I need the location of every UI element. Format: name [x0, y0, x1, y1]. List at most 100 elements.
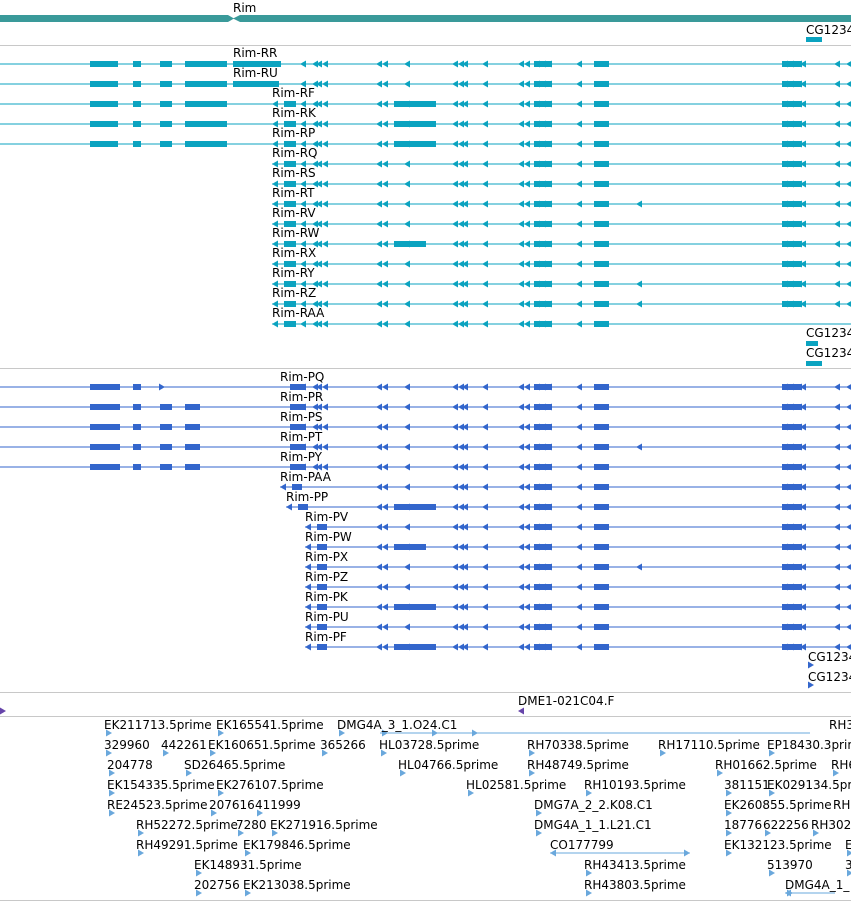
exon-block[interactable]	[782, 201, 802, 207]
exon-block[interactable]	[534, 544, 552, 550]
exon-block[interactable]	[90, 444, 120, 450]
exon-block[interactable]	[534, 384, 552, 390]
clone-label[interactable]: EP18430.3prime	[767, 738, 851, 752]
exon-block[interactable]	[394, 141, 436, 147]
exon-block[interactable]	[594, 301, 609, 307]
exon-block[interactable]	[284, 161, 296, 167]
clone-label[interactable]: DMG7A_2_2.K08.C1	[534, 798, 653, 812]
exon-block[interactable]	[782, 404, 802, 410]
exon-block[interactable]	[534, 584, 552, 590]
exon-block[interactable]	[290, 424, 306, 430]
exon-block[interactable]	[284, 281, 296, 287]
transcript-label[interactable]: Rim-PAA	[280, 470, 331, 484]
exon-block[interactable]	[782, 524, 802, 530]
exon-block[interactable]	[782, 81, 802, 87]
clone-label[interactable]: SD26465.5prime	[184, 758, 286, 772]
exon-block[interactable]	[133, 121, 141, 127]
exon-block[interactable]	[185, 444, 200, 450]
exon-block[interactable]	[594, 161, 609, 167]
transcript-label[interactable]: Rim-RK	[272, 106, 316, 120]
exon-block[interactable]	[782, 584, 802, 590]
clone-label[interactable]: RH43413.5prime	[584, 858, 686, 872]
exon-block[interactable]	[534, 424, 552, 430]
clone-label[interactable]: RH6	[831, 758, 851, 772]
exon-block[interactable]	[782, 221, 802, 227]
clone-label[interactable]: E	[845, 838, 851, 852]
clone-label[interactable]: RH	[833, 798, 851, 812]
clone-label[interactable]: RH3	[829, 718, 851, 732]
exon-block[interactable]	[534, 221, 552, 227]
exon-block[interactable]	[133, 81, 141, 87]
clone-label[interactable]: 381151	[724, 778, 770, 792]
exon-block[interactable]	[233, 61, 281, 67]
transcript-label[interactable]: Rim-RW	[272, 226, 320, 240]
exon-block[interactable]	[594, 281, 609, 287]
transcript-label[interactable]: Rim-PU	[305, 610, 349, 624]
gene-body[interactable]	[0, 15, 228, 22]
exon-block[interactable]	[534, 624, 552, 630]
exon-block[interactable]	[594, 101, 609, 107]
clone-label[interactable]: EK154335.5prime	[107, 778, 215, 792]
exon-block[interactable]	[594, 564, 609, 570]
exon-block[interactable]	[534, 141, 552, 147]
right-arrow-icon[interactable]	[0, 707, 6, 715]
exon-block[interactable]	[317, 524, 327, 530]
exon-block[interactable]	[594, 644, 609, 650]
exon-block[interactable]	[782, 484, 802, 490]
clone-label[interactable]: RH17110.5prime	[658, 738, 760, 752]
exon-block[interactable]	[284, 321, 296, 327]
exon-block[interactable]	[782, 181, 802, 187]
exon-block[interactable]	[534, 404, 552, 410]
exon-block[interactable]	[90, 61, 118, 67]
clone-label[interactable]: RH10193.5prime	[584, 778, 686, 792]
exon-block[interactable]	[782, 121, 802, 127]
exon-block[interactable]	[394, 101, 436, 107]
clone-label[interactable]: RH70338.5prime	[527, 738, 629, 752]
exon-block[interactable]	[90, 464, 120, 470]
exon-block[interactable]	[782, 101, 802, 107]
clone-label[interactable]: EK271916.5prime	[270, 818, 378, 832]
clone-label[interactable]: 3	[845, 858, 851, 872]
exon-block[interactable]	[594, 624, 609, 630]
exon-block[interactable]	[782, 384, 802, 390]
clone-label[interactable]: 18776	[724, 818, 763, 832]
exon-block[interactable]	[594, 424, 609, 430]
cg-feature[interactable]	[806, 361, 822, 366]
exon-block[interactable]	[284, 141, 296, 147]
transcript-label[interactable]: Rim-RQ	[272, 146, 318, 160]
exon-block[interactable]	[394, 504, 436, 510]
clone-label[interactable]: RE24523.5prime	[107, 798, 208, 812]
exon-block[interactable]	[290, 464, 306, 470]
exon-block[interactable]	[534, 181, 552, 187]
exon-block[interactable]	[594, 384, 609, 390]
exon-block[interactable]	[782, 604, 802, 610]
exon-block[interactable]	[133, 444, 141, 450]
exon-block[interactable]	[90, 384, 120, 390]
exon-block[interactable]	[534, 101, 552, 107]
transcript-label[interactable]: Rim-PT	[280, 430, 323, 444]
exon-block[interactable]	[233, 81, 279, 87]
exon-block[interactable]	[284, 241, 296, 247]
exon-block[interactable]	[534, 484, 552, 490]
exon-block[interactable]	[534, 644, 552, 650]
exon-block[interactable]	[90, 121, 118, 127]
exon-block[interactable]	[782, 261, 802, 267]
clone-label[interactable]: EK276107.5prime	[216, 778, 324, 792]
cg-feature[interactable]	[806, 341, 818, 346]
exon-block[interactable]	[534, 524, 552, 530]
exon-block[interactable]	[594, 221, 609, 227]
transcript-label[interactable]: Rim-RV	[272, 206, 316, 220]
exon-block[interactable]	[782, 464, 802, 470]
exon-block[interactable]	[284, 181, 296, 187]
exon-block[interactable]	[317, 604, 327, 610]
exon-block[interactable]	[317, 544, 327, 550]
transcript-label[interactable]: Rim-PF	[305, 630, 347, 644]
exon-block[interactable]	[534, 261, 552, 267]
clone-label[interactable]: EK160651.5prime	[208, 738, 316, 752]
cg-label[interactable]: CG1234	[808, 670, 851, 684]
clone-label[interactable]: EK165541.5prime	[216, 718, 324, 732]
exon-block[interactable]	[782, 544, 802, 550]
exon-block[interactable]	[160, 101, 172, 107]
exon-block[interactable]	[594, 524, 609, 530]
exon-block[interactable]	[160, 404, 172, 410]
